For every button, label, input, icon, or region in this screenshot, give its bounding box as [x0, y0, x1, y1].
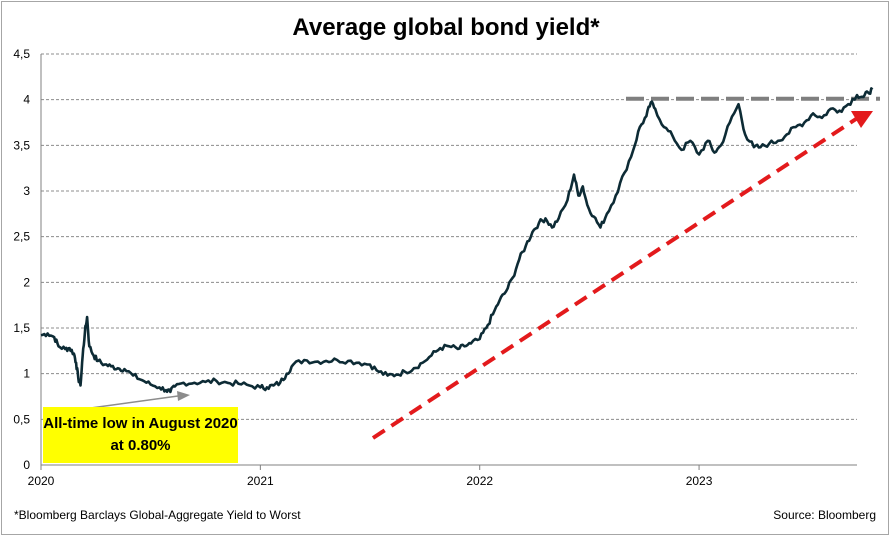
y-tick-label: 4	[23, 93, 30, 107]
x-tick-label: 2022	[466, 474, 493, 488]
footnote: *Bloomberg Barclays Global-Aggregate Yie…	[14, 508, 301, 522]
y-tick-label: 1	[23, 367, 30, 381]
trend-arrow-head	[851, 111, 873, 128]
y-tick-label: 1,5	[13, 321, 30, 335]
annotation-arrow-head	[177, 391, 190, 401]
chart-title: Average global bond yield*	[292, 14, 600, 41]
y-tick-label: 3,5	[13, 138, 30, 152]
x-tick-label: 2023	[686, 474, 713, 488]
y-tick-label: 0,5	[13, 412, 30, 426]
y-tick-label: 4,5	[13, 47, 30, 61]
y-tick-label: 2	[23, 275, 30, 289]
annotation-box: All-time low in August 2020 at 0.80%	[43, 407, 238, 463]
y-tick-label: 0	[23, 458, 30, 472]
annotation-text: All-time low in August 2020 at 0.80%	[43, 415, 238, 454]
y-tick-label: 3	[23, 184, 30, 198]
trend-arrow-line	[371, 117, 858, 440]
yield-series-line	[40, 87, 874, 394]
x-tick-label: 2021	[247, 474, 274, 488]
source-note: Source: Bloomberg	[773, 508, 876, 522]
y-tick-label: 2,5	[13, 230, 30, 244]
x-tick-label: 2020	[28, 474, 55, 488]
